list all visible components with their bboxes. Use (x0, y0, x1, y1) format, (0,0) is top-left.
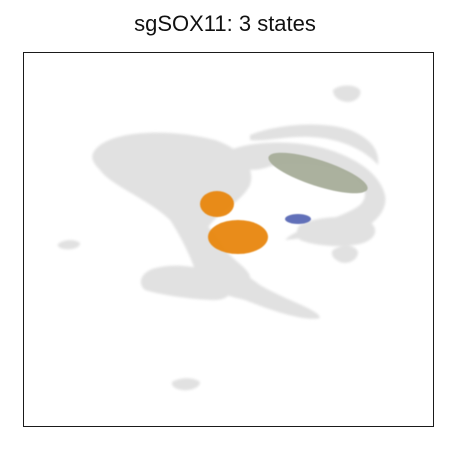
background-region-6 (333, 86, 360, 103)
state-2-region-1 (285, 214, 311, 224)
state-1-region-1 (200, 191, 234, 217)
background-region-7 (58, 240, 80, 249)
background-region-8 (172, 378, 200, 390)
background-region-5 (332, 246, 358, 263)
state-1-region-2 (208, 220, 268, 254)
